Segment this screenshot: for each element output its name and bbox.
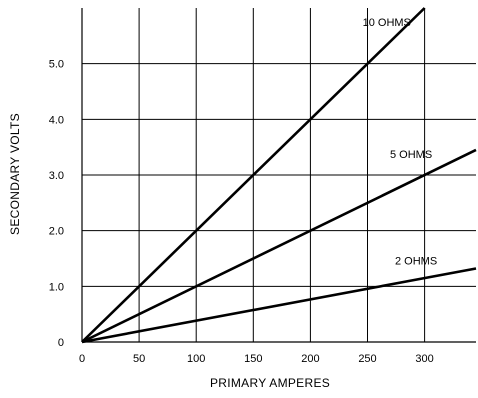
series-label-10-ohms: 10 OHMS [363, 17, 411, 29]
x-tick-label: 100 [187, 353, 205, 365]
series-label-2-ohms: 2 OHMS [395, 256, 437, 268]
x-tick-label: 150 [244, 353, 262, 365]
y-axis-label: SECONDARY VOLTS [8, 113, 22, 235]
y-tick-label: 3.0 [49, 170, 64, 182]
series-line-2-ohms [82, 269, 476, 342]
x-tick-label: 200 [301, 353, 319, 365]
y-tick-label: 0 [58, 337, 64, 349]
x-tick-label: 300 [415, 353, 433, 365]
y-tick-label: 1.0 [49, 281, 64, 293]
y-tick-label: 5.0 [49, 59, 64, 71]
x-tick-label: 250 [358, 353, 376, 365]
series-line-5-ohms [82, 150, 476, 342]
y-tick-label: 2.0 [49, 226, 64, 238]
x-tick-label: 0 [79, 353, 85, 365]
series-label-5-ohms: 5 OHMS [390, 149, 432, 161]
grid [82, 8, 476, 342]
series-labels: 10 OHMS 5 OHMS 2 OHMS [363, 17, 438, 268]
x-axis-label: PRIMARY AMPERES [210, 376, 330, 390]
y-tick-label: 4.0 [49, 114, 64, 126]
x-tick-labels: 0 50 100 150 200 250 300 [79, 353, 434, 365]
y-tick-labels: 0 1.0 2.0 3.0 4.0 5.0 [49, 59, 64, 349]
x-tick-label: 50 [133, 353, 145, 365]
